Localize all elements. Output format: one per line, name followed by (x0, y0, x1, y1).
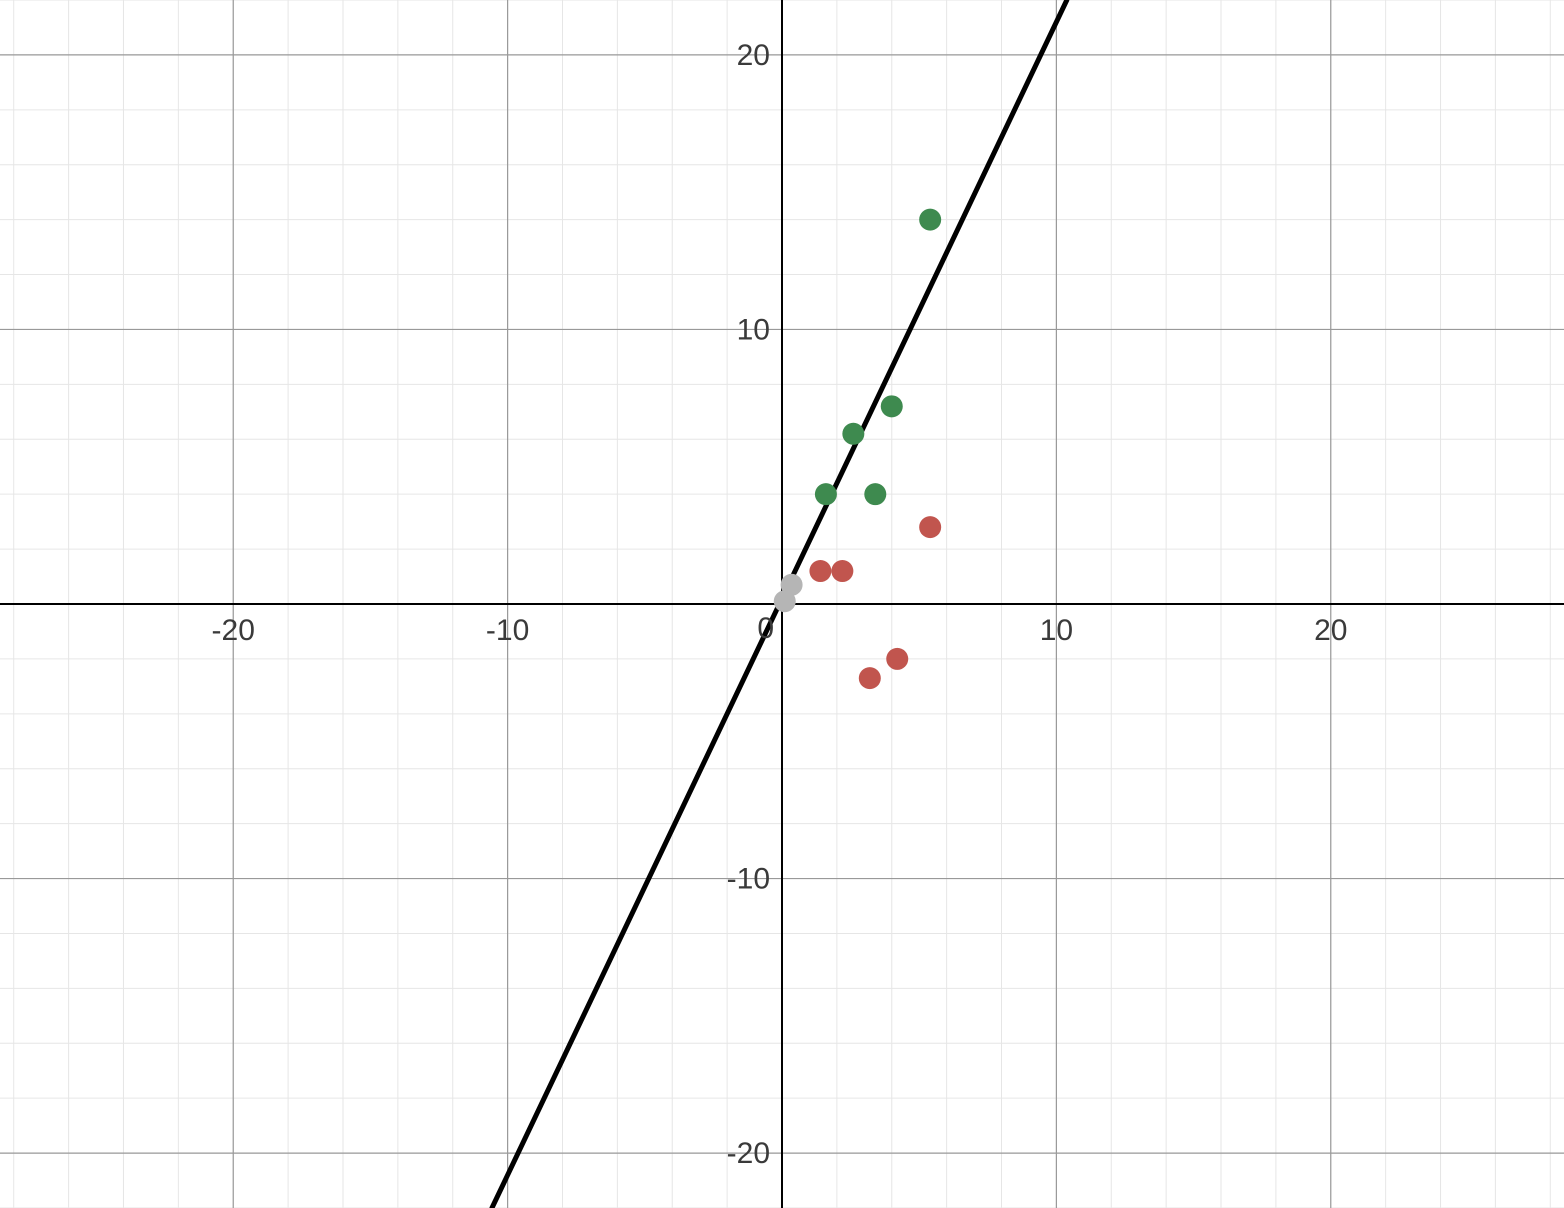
data-point[interactable] (815, 483, 837, 505)
chart-canvas: -20 -10 0 10 20 -20 -10 10 20 (0, 0, 1564, 1208)
y-tick-label: -10 (727, 863, 770, 896)
data-point[interactable] (919, 516, 941, 538)
data-point[interactable] (881, 395, 903, 417)
data-point[interactable] (919, 209, 941, 231)
data-point[interactable] (774, 590, 796, 612)
data-point[interactable] (886, 648, 908, 670)
data-point[interactable] (809, 560, 831, 582)
x-tick-label: 10 (1040, 614, 1073, 647)
x-tick-label: -20 (212, 614, 255, 647)
x-tick-label: 20 (1314, 614, 1347, 647)
x-tick-label: -10 (486, 614, 529, 647)
data-point[interactable] (842, 423, 864, 445)
data-point[interactable] (831, 560, 853, 582)
coordinate-chart[interactable]: -20 -10 0 10 20 -20 -10 10 20 (0, 0, 1564, 1208)
y-tick-label: 10 (737, 313, 770, 346)
y-tick-label: 20 (737, 39, 770, 72)
x-tick-label: 0 (757, 612, 774, 645)
data-point[interactable] (864, 483, 886, 505)
data-point[interactable] (859, 667, 881, 689)
y-tick-label: -20 (727, 1137, 770, 1170)
